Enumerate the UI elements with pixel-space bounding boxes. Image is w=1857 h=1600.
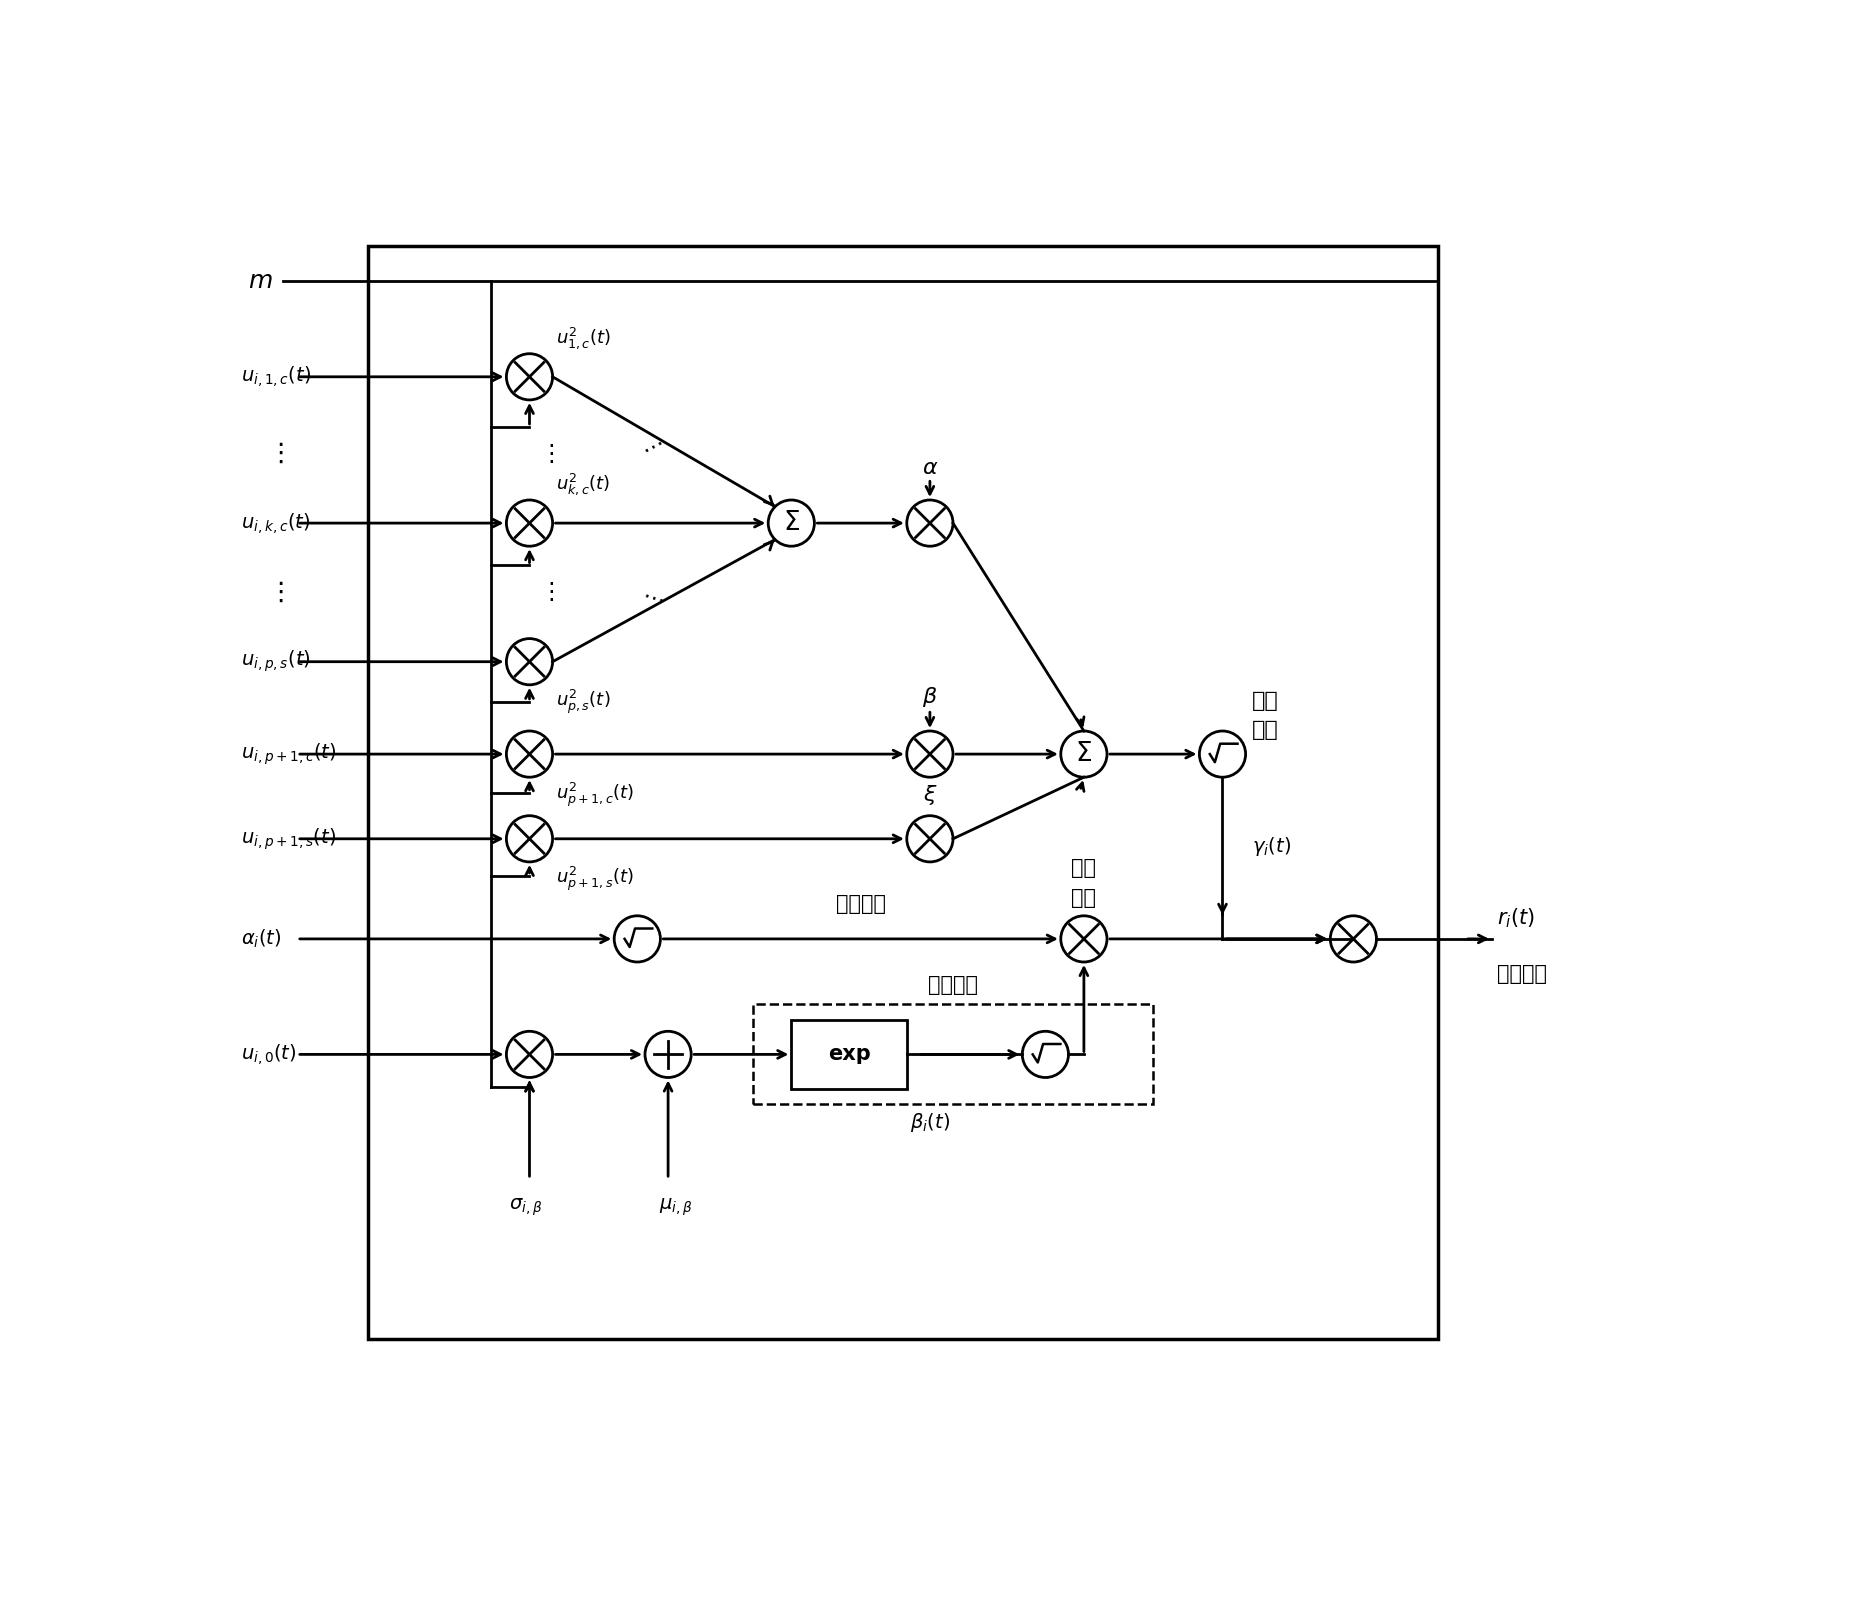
Text: $\xi$: $\xi$ [923,784,936,808]
Text: 多径
衰落: 多径 衰落 [1252,691,1278,741]
Bar [752,1005,1153,1104]
Bar [368,246,1437,1339]
Text: $u_{i,p,s}(t)$: $u_{i,p,s}(t)$ [241,650,310,675]
Text: $\vdots$: $\vdots$ [267,579,284,605]
Text: $\beta$: $\beta$ [921,685,938,709]
Text: $u^{2}_{k,c}(t)$: $u^{2}_{k,c}(t)$ [555,470,611,498]
Text: $u^{2}_{1,c}(t)$: $u^{2}_{1,c}(t)$ [555,325,611,350]
Text: $\sigma_{i,\beta}$: $\sigma_{i,\beta}$ [509,1197,542,1218]
Text: $\vdots$: $\vdots$ [539,581,553,605]
Text: $\cdots$: $\cdots$ [639,432,667,461]
Text: $\beta_i(t)$: $\beta_i(t)$ [910,1110,949,1134]
Text: $\vdots$: $\vdots$ [267,442,284,467]
Text: $u_{i,p+1,c}(t)$: $u_{i,p+1,c}(t)$ [241,741,336,766]
Text: $m$: $m$ [249,269,273,293]
Text: $\cdots$: $\cdots$ [639,584,667,610]
Text: $\gamma_i(t)$: $\gamma_i(t)$ [1252,835,1291,858]
Text: 阴影
衰落: 阴影 衰落 [1071,859,1096,909]
Text: $\alpha$: $\alpha$ [921,459,938,478]
Text: $\vdots$: $\vdots$ [539,442,553,466]
Text: $u_{i,0}(t)$: $u_{i,0}(t)$ [241,1042,297,1067]
Text: 查表实现: 查表实现 [927,974,977,995]
Text: $\Sigma$: $\Sigma$ [782,510,799,536]
Text: exp: exp [826,1045,869,1064]
Text: $u_{i,k,c}(t)$: $u_{i,k,c}(t)$ [241,510,310,536]
Text: $\mu_{i,\beta}$: $\mu_{i,\beta}$ [659,1197,693,1218]
Text: $u_{i,p+1,s}(t)$: $u_{i,p+1,s}(t)$ [241,826,336,851]
Text: 路径损耗: 路径损耗 [836,894,886,914]
Bar [791,1019,906,1090]
Text: $u_{i,1,c}(t)$: $u_{i,1,c}(t)$ [241,365,310,389]
Text: 复合衰落: 复合衰落 [1497,963,1547,984]
Text: $u^{2}_{p+1,c}(t)$: $u^{2}_{p+1,c}(t)$ [555,781,635,808]
Text: $u^{2}_{p,s}(t)$: $u^{2}_{p,s}(t)$ [555,688,611,717]
Text: $\Sigma$: $\Sigma$ [1075,741,1092,766]
Text: $r_i(t)$: $r_i(t)$ [1497,906,1534,930]
Text: $\alpha_i(t)$: $\alpha_i(t)$ [241,928,280,950]
Text: $u^{2}_{p+1,s}(t)$: $u^{2}_{p+1,s}(t)$ [555,866,633,893]
